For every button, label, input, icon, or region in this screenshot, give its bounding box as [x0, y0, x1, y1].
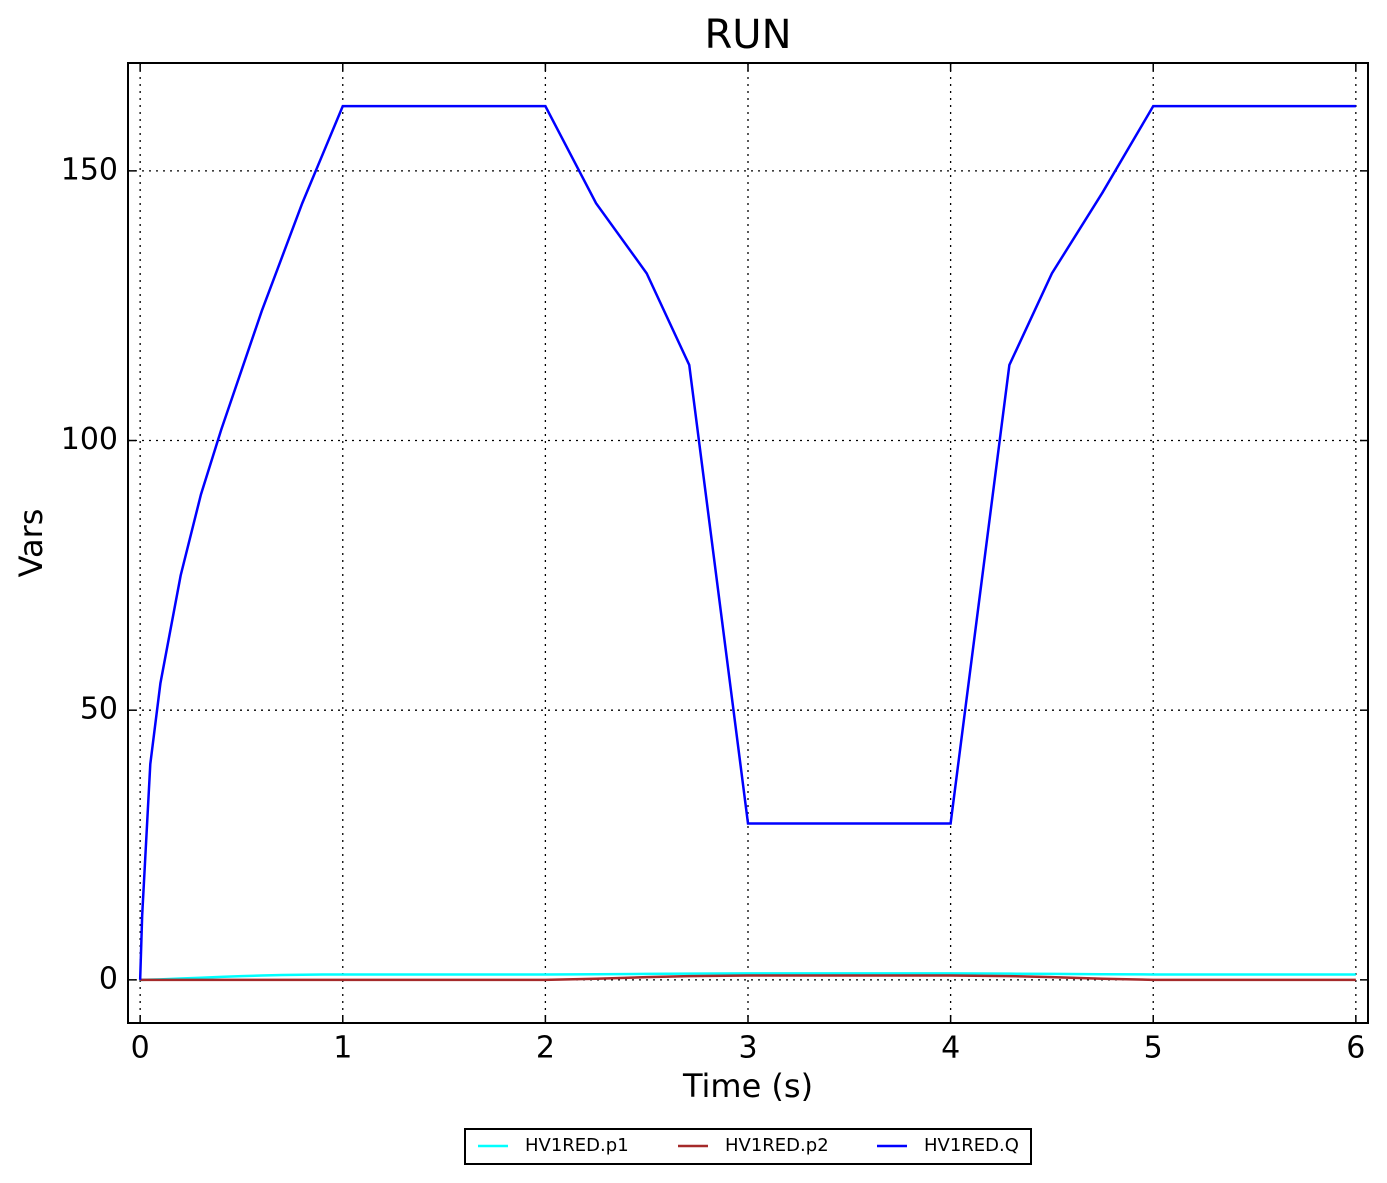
- series-line: [140, 974, 1356, 982]
- x-tick-label: 6: [1346, 1031, 1365, 1066]
- x-tick-label: 4: [941, 1031, 960, 1066]
- y-tick-label: 0: [99, 961, 118, 996]
- legend-label: HV1RED.p1: [525, 1135, 629, 1156]
- plot-frame: [127, 62, 1369, 1024]
- y-tick-label: 150: [61, 152, 118, 187]
- x-tick-label: 1: [333, 1031, 352, 1066]
- y-tick-label: 100: [61, 422, 118, 457]
- y-axis-label: Vars: [12, 509, 50, 578]
- chart-title: RUN: [705, 12, 792, 58]
- x-axis-label: Time (s): [682, 1067, 813, 1105]
- x-tick-label: 0: [131, 1031, 150, 1066]
- y-tick-label: 50: [80, 692, 118, 727]
- x-tick-label: 5: [1144, 1031, 1163, 1066]
- x-tick-label: 3: [738, 1031, 757, 1066]
- legend-label: HV1RED.Q: [924, 1135, 1019, 1156]
- x-tick-label: 2: [536, 1031, 555, 1066]
- legend-box: [464, 1128, 1032, 1165]
- series-line: [138, 104, 1356, 980]
- legend-label: HV1RED.p2: [725, 1135, 829, 1156]
